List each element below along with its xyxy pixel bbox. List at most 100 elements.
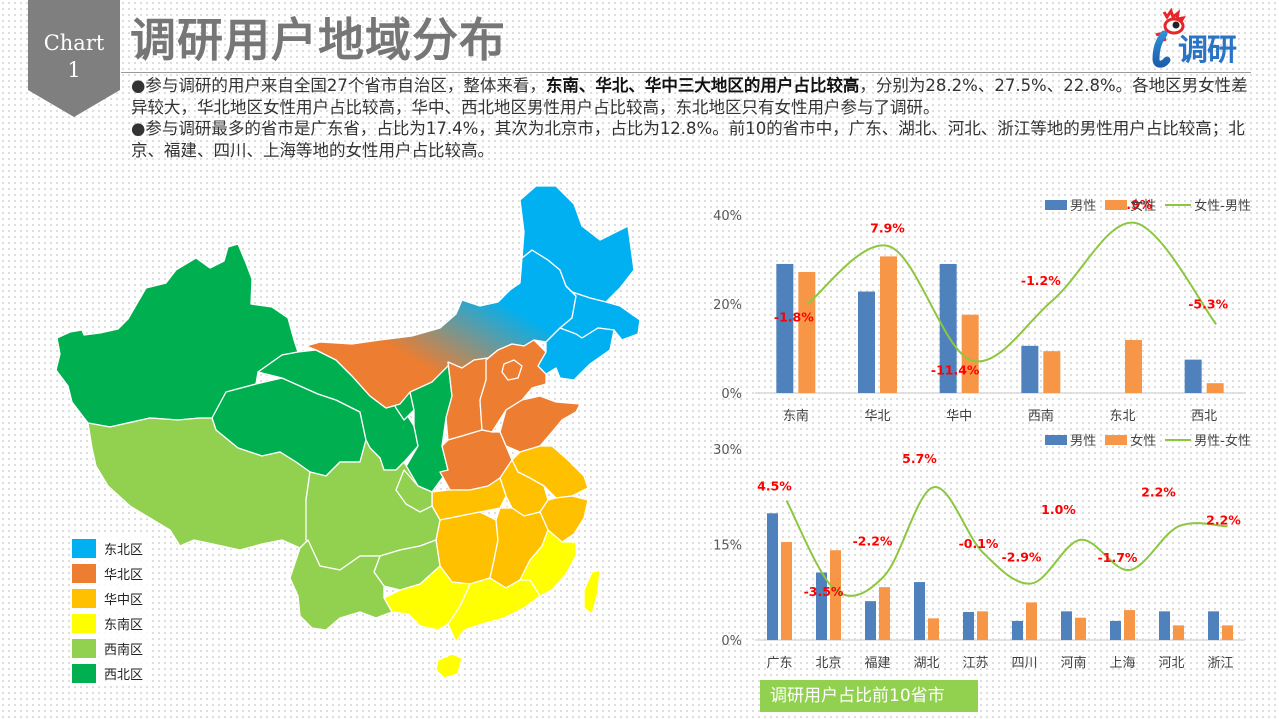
legend-swatch [72,589,96,608]
x-tick-label: 北京 [815,656,841,671]
y-tick-label: 0% [721,387,742,402]
bar-female [798,271,816,393]
province-gender-chart: 男性 女性 男性-女性 0% 15% 30% 广东 北京 福建 湖北 江苏 四川 河南 上海 河北 浙江… [700,425,1279,680]
legend-label: 东北区 [104,543,144,558]
logo: 调研 [1130,4,1250,70]
badge-line1: Chart [43,31,105,55]
x-tick-label: 西北 [1191,409,1217,424]
desc-text: ，分别为28.2%、27.5%、22.8%。各地区男女性差异较大，华北地区女性用… [131,76,1248,117]
legend-swatch [72,539,96,558]
bar-female [977,611,988,640]
bar-male [939,263,957,393]
legend-swatch [72,664,96,683]
bar-male [1159,611,1170,640]
legend-label: 西北区 [104,668,144,683]
legend-item-female: 女性 [1105,430,1156,449]
bar-male [1184,359,1202,393]
bar-male [1012,620,1023,640]
region-southwest-chongqing [395,469,433,513]
region-northeast-heilongjiang [519,185,635,303]
x-tick-label: 东北 [1109,409,1135,424]
bar-male [767,513,778,640]
bar-male [1021,345,1039,393]
y-tick-label: 20% [713,298,742,313]
x-tick-label: 江苏 [962,655,988,671]
logo-text: 调研 [1178,33,1237,68]
legend-swatch [72,639,96,658]
diff-data-label: 1.0% [1041,502,1076,517]
x-tick-label: 西南 [1028,408,1054,424]
legend-label: 东南区 [104,618,144,633]
diff-data-label: 5.7% [902,451,937,466]
title-divider [121,72,1251,73]
x-tick-label: 河北 [1158,656,1184,671]
region-southeast-fujian [519,529,577,597]
region-southeast-guangdong [447,577,541,643]
x-tick-label: 华中 [946,409,972,424]
legend-item-diff: 女性-男性 [1165,195,1251,214]
bar-female [1043,351,1061,393]
diff-data-label: -3.5% [804,584,844,599]
chart-plot: 0% 15% 30% 广东 北京 福建 湖北 江苏 四川 河南 上海 河北 浙江 4.5% -3.5% -2.… [713,443,1245,671]
legend-label: 男性-女性 [1194,434,1251,449]
legend-item-southwest: 西南区 [72,636,152,661]
region-north-beijing-tianjin [501,359,523,381]
legend-line [1165,203,1192,206]
bar-female [880,256,897,393]
region-southeast-hainan [435,653,463,679]
x-tick-label: 湖北 [913,656,939,671]
x-tick-label: 上海 [1109,656,1135,671]
legend-swatch [1045,434,1068,445]
bar-female [1173,625,1184,640]
bar-male [865,601,876,640]
legend-label: 男性 [1070,199,1097,214]
description-paragraph-2: ●参与调研最多的省市是广东省，占比为17.4%，其次为北京市，占比为12.8%。… [131,119,1245,160]
badge-line2: 1 [67,58,81,82]
bar-female [1125,340,1142,393]
legend-swatch [72,564,96,583]
legend-item-female: 女性 [1105,195,1156,214]
diff-data-label: -0.1% [959,536,999,551]
diff-data-label: -2.9% [1002,549,1042,564]
region-northeast-liaoning [537,327,615,381]
legend-swatch [1105,199,1128,210]
chart-badge: Chart 1 [28,0,120,118]
legend-item-diff: 男性-女性 [1165,430,1251,449]
x-tick-label: 河南 [1060,655,1086,671]
diff-line [807,221,1217,363]
legend-line [1165,438,1192,441]
bar-male [1061,611,1072,640]
x-tick-label: 四川 [1011,656,1037,671]
logo-eye-icon [1152,7,1186,68]
x-tick-label: 福建 [864,656,890,671]
bar-female [1075,617,1086,640]
diff-data-label: -1.2% [1021,273,1061,288]
bar-male [816,572,827,640]
legend-item-southeast: 东南区 [72,611,152,636]
region-gender-chart: 男性 女性 女性-男性 0% 20% 40% 东南 华北 华中 西南 东北 西北 -1.8% 7.9… [700,185,1279,430]
bar-female [1206,383,1224,393]
legend-swatch [1045,199,1068,210]
diff-data-label: 4.5% [757,479,792,494]
bar-male [1110,620,1121,640]
map-legend: 东北区 华北区 华中区 东南区 西南区 西北区 [72,536,152,686]
bar-female [781,541,792,640]
chart-legend: 男性 女性 男性-女性 [1036,430,1251,449]
bar-male [858,291,875,393]
chart-plot: 0% 20% 40% 东南 华北 华中 西南 东北 西北 -1.8% 7.9% -11.4% -1.2%… [713,197,1245,424]
legend-label: 西南区 [104,643,144,658]
legend-label: 华中区 [104,593,144,608]
x-tick-label: 华北 [864,409,890,424]
y-tick-label: 15% [713,539,742,554]
description-paragraph-1: ●参与调研的用户来自全国27个省市自治区，整体来看，东南、华北、华中三大地区的用… [131,75,1261,118]
legend-label: 女性 [1130,199,1157,214]
region-north-hebei [479,339,547,433]
bar-male [776,263,794,393]
bar-female [879,587,890,640]
diff-data-label: -1.8% [774,310,814,325]
diff-data-label: -11.4% [931,362,980,377]
legend-item-northeast: 东北区 [72,536,152,561]
bar-female [961,314,979,393]
legend-item-central: 华中区 [72,586,152,611]
bar-female [830,550,841,640]
